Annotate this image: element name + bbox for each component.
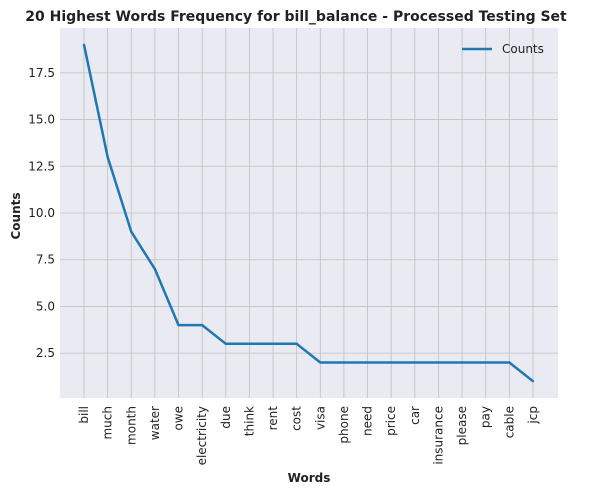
data-point <box>389 361 393 364</box>
data-point <box>224 342 227 346</box>
data-point <box>271 342 275 346</box>
data-point <box>153 267 157 271</box>
data-point <box>319 361 322 364</box>
data-point <box>177 323 180 327</box>
x-tick-label: phone <box>337 406 351 444</box>
x-tick-label: cost <box>290 406 304 431</box>
series-layer <box>82 43 535 383</box>
x-tick-label: water <box>148 406 162 440</box>
data-point <box>366 361 369 364</box>
data-point <box>248 342 251 346</box>
x-tick-label: price <box>384 406 398 436</box>
data-point <box>413 361 417 364</box>
y-tick-label: 15.0 <box>28 113 55 127</box>
x-axis-ticks: bill much month water owe electricity due think… <box>77 406 540 466</box>
x-tick-label: cable <box>502 406 516 438</box>
data-point <box>295 342 298 346</box>
grid-lines <box>60 28 558 398</box>
data-point <box>484 361 487 364</box>
legend-label: Counts <box>502 42 544 56</box>
y-tick-label: 7.5 <box>36 253 55 267</box>
data-point <box>531 379 535 383</box>
x-tick-label: car <box>408 406 422 425</box>
y-axis-label: Counts <box>9 192 23 239</box>
y-tick-label: 12.5 <box>28 159 55 173</box>
x-tick-label: month <box>124 406 138 445</box>
y-tick-label: 5.0 <box>36 299 55 313</box>
data-point <box>508 361 511 364</box>
y-axis-ticks: 2.5 5.0 7.5 10.0 12.5 15.0 17.5 <box>28 66 55 360</box>
x-tick-label: owe <box>172 406 186 431</box>
x-tick-label: insurance <box>431 406 445 465</box>
x-tick-label: jcp <box>526 406 540 425</box>
x-tick-label: bill <box>77 406 91 424</box>
data-point <box>82 43 86 47</box>
x-tick-label: electricity <box>195 406 209 465</box>
data-point <box>437 361 440 364</box>
chart-title: 20 Highest Words Frequency for bill_bala… <box>25 9 567 25</box>
x-tick-label: think <box>242 406 256 436</box>
y-tick-label: 2.5 <box>36 346 55 360</box>
data-point <box>200 323 204 327</box>
y-tick-label: 10.0 <box>28 206 55 220</box>
x-tick-label: much <box>101 406 115 440</box>
data-point <box>342 361 346 364</box>
x-tick-label: due <box>219 406 233 429</box>
x-tick-label: rent <box>266 406 280 431</box>
data-point <box>130 230 133 233</box>
series-line <box>82 44 534 383</box>
legend: Counts <box>462 42 544 56</box>
x-axis-label: Words <box>288 471 331 485</box>
y-tick-label: 17.5 <box>28 66 55 80</box>
x-tick-label: please <box>455 406 469 445</box>
x-tick-label: pay <box>479 406 493 428</box>
data-point <box>106 155 109 159</box>
x-tick-label: visa <box>313 406 327 430</box>
data-point <box>460 361 464 364</box>
x-tick-label: need <box>361 406 375 436</box>
